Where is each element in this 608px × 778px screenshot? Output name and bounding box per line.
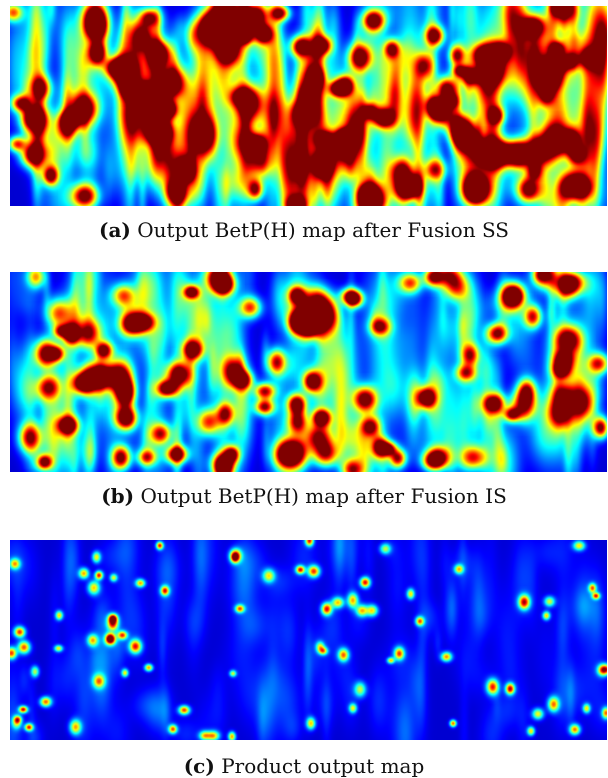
heatmap-panel-c — [10, 540, 607, 740]
figure-caption-b: (b) Output BetP(H) map after Fusion IS — [0, 484, 608, 508]
heatmap-panel-a — [10, 6, 607, 206]
caption-text-c: Product output map — [221, 754, 425, 778]
caption-text-a: Output BetP(H) map after Fusion SS — [137, 218, 509, 242]
caption-tag-c: (c) — [183, 754, 215, 778]
caption-tag-a: (a) — [99, 218, 131, 242]
caption-text-b: Output BetP(H) map after Fusion IS — [140, 484, 507, 508]
heatmap-image-a — [10, 6, 607, 206]
figure-caption-a: (a) Output BetP(H) map after Fusion SS — [0, 218, 608, 242]
heatmap-image-b — [10, 272, 607, 472]
heatmap-image-c — [10, 540, 607, 740]
heatmap-panel-b — [10, 272, 607, 472]
figure-caption-c: (c) Product output map — [0, 754, 608, 778]
caption-tag-b: (b) — [101, 484, 135, 508]
